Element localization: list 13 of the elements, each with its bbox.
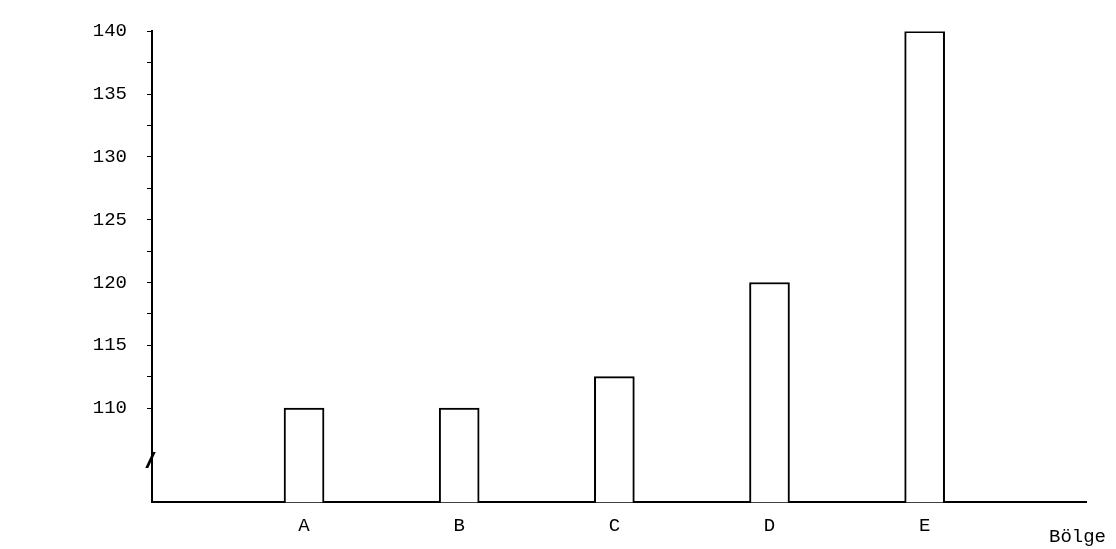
x-tick-label: A [298,514,311,537]
x-axis-title: Bölge [1048,526,1106,549]
x-tick-label: C [608,514,621,537]
x-tick-label: D [763,514,776,537]
y-tick-label: 135 [92,83,127,106]
x-tick-label: E [918,514,931,537]
y-tick-label: 125 [92,208,127,231]
y-tick-label: 140 [92,20,127,43]
y-tick-label: 120 [92,271,127,294]
x-tick-label: B [453,514,465,537]
y-tick-label: 110 [92,397,127,420]
y-tick-label: 115 [92,334,127,357]
y-tick-label: 130 [92,145,127,168]
